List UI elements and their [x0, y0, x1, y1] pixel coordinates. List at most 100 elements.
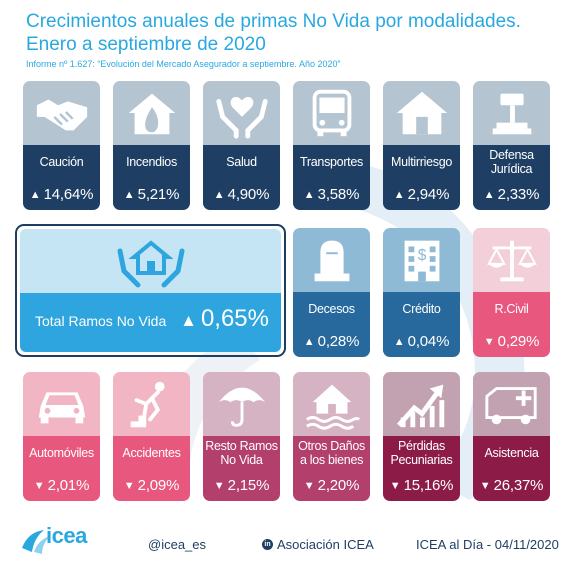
- card-label: Caución: [23, 145, 100, 179]
- down-arrow-icon: ▼: [303, 479, 315, 492]
- up-arrow-icon: ▲: [303, 335, 315, 348]
- card-value: ▲ 0,04%: [383, 326, 460, 357]
- flooded-house-icon: [293, 372, 370, 436]
- growth-value: 2,09%: [137, 477, 180, 494]
- card-label: Incendios: [113, 145, 190, 179]
- house-icon: [383, 81, 460, 145]
- down-arrow-icon: ▼: [33, 479, 45, 492]
- card-value: ▼ 2,15%: [203, 470, 280, 501]
- icea-logo-icon: [22, 530, 50, 554]
- card-rcivil: R.Civil ▼ 0,29%: [473, 228, 550, 357]
- card-multirriesgo: Multirriesgo ▲ 2,94%: [383, 81, 460, 210]
- bank-building-icon: $: [383, 228, 460, 292]
- ambulance-icon: [473, 372, 550, 436]
- up-arrow-icon: ▲: [303, 188, 315, 201]
- handshake-icon: [23, 81, 100, 145]
- card-automoviles: Automóviles ▼ 2,01%: [23, 372, 100, 501]
- falling-person-icon: [113, 372, 190, 436]
- card-value: ▲ 5,21%: [113, 179, 190, 210]
- up-arrow-icon: ▲: [393, 188, 405, 201]
- label-line-1: Defensa: [489, 148, 534, 162]
- logo-text: icea: [46, 523, 87, 548]
- growth-value: 4,90%: [227, 186, 270, 203]
- title-line-2: Enero a septiembre de 2020: [26, 34, 266, 55]
- car-icon: [23, 372, 100, 436]
- card-value: ▲ 4,90%: [203, 179, 280, 210]
- footer: icea @icea_es in Asociación ICEA ICEA al …: [0, 514, 567, 567]
- growth-value: 3,58%: [317, 186, 360, 203]
- card-label: Multirriesgo: [383, 145, 460, 179]
- down-arrow-icon: ▼: [483, 335, 495, 348]
- card-asistencia: Asistencia ▼ 26,37%: [473, 372, 550, 501]
- house-fire-icon: [113, 81, 190, 145]
- growth-value: 2,15%: [227, 477, 270, 494]
- card-accidentes: Accidentes ▼ 2,09%: [113, 372, 190, 501]
- growth-value: 26,37%: [493, 477, 544, 494]
- card-label: Automóviles: [23, 436, 100, 470]
- card-transportes: Transportes ▲ 3,58%: [293, 81, 370, 210]
- label-line-1: Resto Ramos: [205, 439, 278, 453]
- total-label: Total Ramos No Vida: [35, 313, 167, 329]
- page-title: Crecimientos anuales de primas No Vida p…: [26, 10, 521, 56]
- gavel-icon: [473, 81, 550, 145]
- linkedin-icon: in: [262, 539, 273, 550]
- up-arrow-icon: ▲: [123, 188, 135, 201]
- card-value: ▲ 3,58%: [293, 179, 370, 210]
- card-label: R.Civil: [473, 292, 550, 326]
- total-value: ▲ 0,65%: [180, 305, 269, 333]
- card-perdidas-pecuniarias: Pérdidas Pecuniarias ▼ 15,16%: [383, 372, 460, 501]
- card-salud: Salud ▲ 4,90%: [203, 81, 280, 210]
- card-label: Resto Ramos No Vida: [203, 436, 280, 470]
- growth-value: 5,21%: [137, 186, 180, 203]
- card-decesos: Decesos ▲ 0,28%: [293, 228, 370, 357]
- card-incendios: Incendios ▲ 5,21%: [113, 81, 190, 210]
- report-subtitle: Informe nº 1.627: “Evolución del Mercado…: [26, 59, 341, 69]
- card-value: ▼ 26,37%: [473, 470, 550, 501]
- label-line-2: Pecuniarias: [390, 453, 453, 467]
- bus-icon: [293, 81, 370, 145]
- card-label: Salud: [203, 145, 280, 179]
- tombstone-icon: [293, 228, 370, 292]
- card-label: Accidentes: [113, 436, 190, 470]
- umbrella-icon: [203, 372, 280, 436]
- linkedin-name: Asociación ICEA: [277, 537, 374, 552]
- house-hands-icon: [20, 229, 281, 293]
- card-label: Otros Daños a los bienes: [293, 436, 370, 470]
- card-label: Transportes: [293, 145, 370, 179]
- label-line-1: Otros Daños: [298, 439, 365, 453]
- card-value: ▼ 2,20%: [293, 470, 370, 501]
- card-value: ▼ 2,01%: [23, 470, 100, 501]
- growth-value: 2,20%: [317, 477, 360, 494]
- twitter-link[interactable]: @icea_es: [148, 537, 206, 552]
- card-defensa-juridica: Defensa Jurídica ▲ 2,33%: [473, 81, 550, 210]
- card-credito: $ Crédito ▲ 0,04%: [383, 228, 460, 357]
- growth-value: 2,01%: [47, 477, 90, 494]
- card-value: ▲ 14,64%: [23, 179, 100, 210]
- card-value: ▲ 0,28%: [293, 326, 370, 357]
- total-card: Total Ramos No Vida ▲ 0,65%: [15, 224, 286, 357]
- growth-value: 0,65%: [200, 305, 269, 332]
- hands-heart-icon: [203, 81, 280, 145]
- card-label: Pérdidas Pecuniarias: [383, 436, 460, 470]
- growth-value: 0,04%: [407, 333, 450, 350]
- up-arrow-icon: ▲: [29, 188, 41, 201]
- up-arrow-icon: ▲: [483, 188, 495, 201]
- rising-arrow-icon: [383, 372, 460, 436]
- card-label: Decesos: [293, 292, 370, 326]
- growth-value: 0,28%: [317, 333, 360, 350]
- svg-text:$: $: [417, 247, 426, 264]
- down-arrow-icon: ▼: [213, 479, 225, 492]
- card-value: ▲ 2,33%: [473, 179, 550, 210]
- down-arrow-icon: ▼: [123, 479, 135, 492]
- card-label: Crédito: [383, 292, 460, 326]
- title-line-1: Crecimientos anuales de primas No Vida p…: [26, 11, 521, 32]
- card-label: Asistencia: [473, 436, 550, 470]
- card-label: Defensa Jurídica: [473, 145, 550, 179]
- linkedin-link[interactable]: in Asociación ICEA: [262, 537, 374, 552]
- growth-value: 15,16%: [403, 477, 454, 494]
- up-arrow-icon: ▲: [393, 335, 405, 348]
- card-value: ▼ 0,29%: [473, 326, 550, 357]
- card-value: ▲ 2,94%: [383, 179, 460, 210]
- growth-value: 14,64%: [43, 186, 94, 203]
- card-otros-danos: Otros Daños a los bienes ▼ 2,20%: [293, 372, 370, 501]
